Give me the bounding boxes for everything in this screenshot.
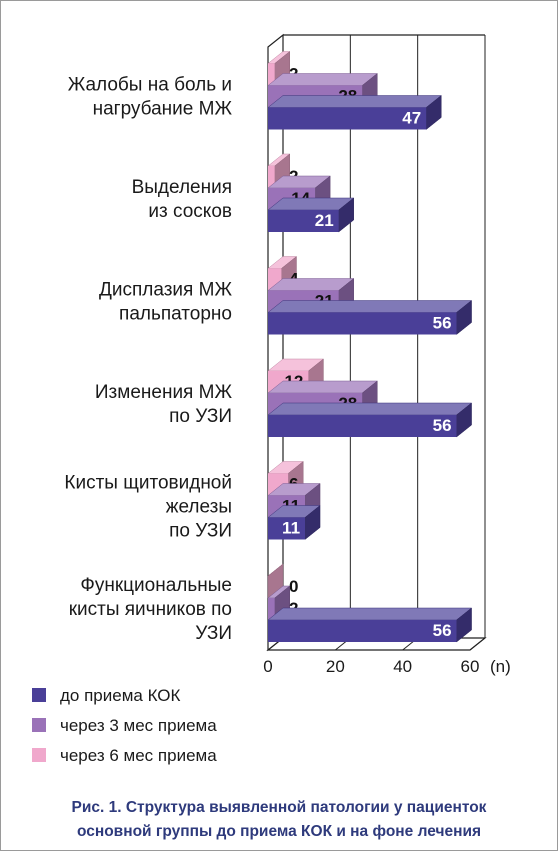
category-label: Выделения xyxy=(132,177,232,198)
bar-value-label: 21 xyxy=(315,211,334,230)
bar-group: 21421 xyxy=(267,153,355,233)
legend-swatch xyxy=(32,748,46,762)
category-label: по УЗИ xyxy=(169,521,232,542)
category-label: по УЗИ xyxy=(169,406,232,427)
figure-caption: Рис. 1. Структура выявленной патологии у… xyxy=(0,796,558,844)
bar xyxy=(268,620,457,642)
bar xyxy=(268,415,457,437)
gridline-floor xyxy=(469,637,486,651)
category-label: Дисплазия МЖ xyxy=(99,280,232,301)
bar-top xyxy=(267,95,442,108)
caption-line-1: Рис. 1. Структура выявленной патологии у… xyxy=(71,799,487,816)
x-axis-ticks: 0 20 40 60 (n) xyxy=(263,657,511,676)
legend-swatch xyxy=(32,718,46,732)
bar xyxy=(268,598,275,620)
bar-group: 61111 xyxy=(267,460,321,541)
bar-group: 22847 xyxy=(267,50,442,131)
legend-label: через 6 мес приема xyxy=(60,746,217,765)
x-axis-unit: (n) xyxy=(490,657,511,676)
bars: 22847 21421 42156 122856 61111 0256 xyxy=(267,50,473,643)
x-tick-label: 20 xyxy=(326,657,345,676)
bar-value-label: 11 xyxy=(282,519,300,538)
category-label: УЗИ xyxy=(195,623,232,644)
category-label: нагрубание МЖ xyxy=(93,99,233,120)
legend-label: через 3 мес приема xyxy=(60,716,217,735)
category-label: Функциональные xyxy=(80,575,232,596)
category-label: железы xyxy=(166,497,232,518)
bar-top xyxy=(267,380,378,394)
bar-top xyxy=(267,607,473,621)
bar-group: 42156 xyxy=(267,255,473,336)
gridlines xyxy=(335,35,486,651)
x-tick-label: 60 xyxy=(461,657,480,676)
bar xyxy=(268,63,275,86)
bar-group: 122856 xyxy=(267,358,473,438)
bar-value-label: 56 xyxy=(433,621,452,640)
caption-line-2: основной группы до приема КОК и на фоне … xyxy=(76,823,482,840)
category-label: Жалобы на боль и xyxy=(68,75,232,96)
bar-value-label: 47 xyxy=(402,109,421,128)
bar-top xyxy=(267,73,378,86)
x-tick-label: 0 xyxy=(263,657,272,676)
bar-top xyxy=(267,402,473,416)
category-label: из сосков xyxy=(148,201,232,222)
legend-swatch xyxy=(32,688,46,702)
category-label: Кисты щитовидной xyxy=(64,473,232,494)
x-tick-label: 40 xyxy=(393,657,412,676)
bar xyxy=(268,312,457,335)
bar xyxy=(268,107,427,130)
bar-value-label: 0 xyxy=(289,577,298,596)
category-labels: Жалобы на боль и нагрубание МЖ Выделения из… xyxy=(64,75,232,645)
bar-value-label: 56 xyxy=(433,314,452,333)
bar-top xyxy=(267,300,473,313)
bar-chart: 22847 21421 42156 122856 61111 0256 Жалобы на… xyxy=(32,33,511,765)
bar xyxy=(268,166,275,188)
category-label: кисты яичников по xyxy=(69,599,232,620)
bar-group: 0256 xyxy=(267,563,473,643)
bar xyxy=(268,517,306,540)
legend-label: до приема КОК xyxy=(60,686,181,705)
category-label: Изменения МЖ xyxy=(95,382,233,403)
bar xyxy=(268,210,339,232)
category-label: пальпаторно xyxy=(119,304,232,325)
legend: до приема КОК через 3 мес приема через 6 м… xyxy=(32,686,217,765)
bar-value-label: 56 xyxy=(433,416,452,435)
